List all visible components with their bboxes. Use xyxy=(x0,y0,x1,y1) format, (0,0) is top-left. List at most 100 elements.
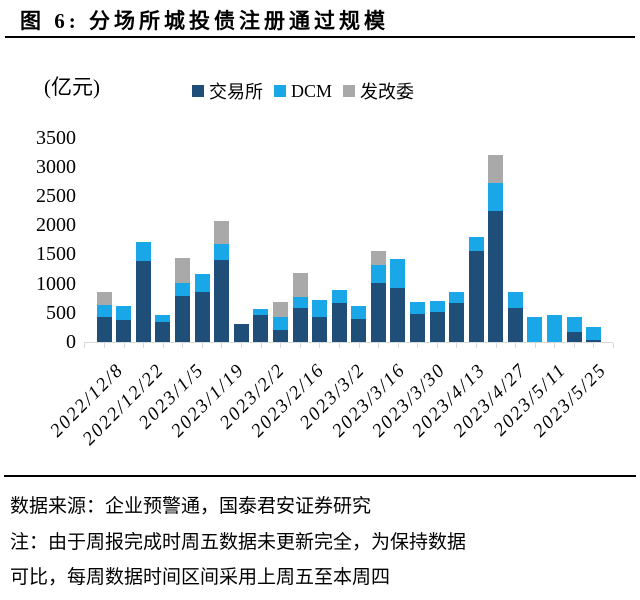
y-axis-label: 0 xyxy=(66,331,76,353)
bar-segment xyxy=(586,326,602,340)
bar-segment xyxy=(96,292,112,305)
bar-segment xyxy=(370,251,386,265)
bar-segment xyxy=(292,297,308,309)
bar-segment xyxy=(214,259,230,342)
bar-segment xyxy=(253,309,269,316)
bar-segment xyxy=(449,303,465,342)
bar-segment xyxy=(586,339,602,342)
bar-segment xyxy=(351,305,367,319)
x-axis-tick xyxy=(534,343,536,348)
bar-segment xyxy=(272,317,288,330)
x-axis-tick xyxy=(573,343,575,348)
bar-segment xyxy=(507,292,523,309)
bar-segment xyxy=(312,317,328,342)
bar-segment xyxy=(390,288,406,342)
x-axis-tick xyxy=(319,343,321,348)
bar-segment xyxy=(547,315,563,342)
bar-segment xyxy=(312,299,328,318)
x-axis-tick xyxy=(299,343,301,348)
x-axis-tick xyxy=(182,343,184,348)
x-axis-tick xyxy=(436,343,438,348)
bar-segment xyxy=(527,317,543,342)
bar-segment xyxy=(409,302,425,314)
bar-segment xyxy=(409,313,425,342)
x-axis-tick xyxy=(84,343,86,348)
x-axis-tick xyxy=(515,343,517,348)
legend-swatch-exchange xyxy=(192,85,204,97)
bar-segment xyxy=(194,273,210,292)
legend-label-ndrc: 发改委 xyxy=(360,82,415,102)
footer-note-line2: 可比，每周数据时间区间采用上周五至本周四 xyxy=(10,567,391,588)
x-axis-tick xyxy=(143,343,145,348)
bar-segment xyxy=(135,261,151,342)
bar-segment xyxy=(449,292,465,304)
x-axis-tick xyxy=(280,343,282,348)
x-axis-tick xyxy=(476,343,477,348)
x-axis-tick xyxy=(358,343,360,348)
bar-segment xyxy=(488,182,504,211)
bar-segment xyxy=(390,258,406,289)
bar-segment xyxy=(194,291,210,342)
bar-segment xyxy=(488,210,504,342)
x-axis-tick xyxy=(201,343,203,348)
bar-segment xyxy=(331,303,347,342)
bar-segment xyxy=(253,315,269,342)
y-axis-label: 2000 xyxy=(36,214,76,237)
y-axis-label: 3500 xyxy=(36,126,76,149)
legend-swatch-dcm xyxy=(274,85,286,97)
bar-segment xyxy=(116,306,132,321)
x-axis-tick xyxy=(103,343,105,348)
bar-segment xyxy=(175,282,191,297)
x-axis-tick xyxy=(495,343,497,348)
y-axis-label: 500 xyxy=(46,301,76,324)
y-axis-label: 1500 xyxy=(36,243,76,266)
bar-segment xyxy=(468,251,484,342)
x-axis-tick xyxy=(123,343,125,348)
bar-segment xyxy=(233,324,249,342)
legend-item-exchange: 交易所 xyxy=(192,78,263,104)
bar-segment xyxy=(488,154,504,183)
bar-segment xyxy=(135,242,151,262)
y-axis-label: 2500 xyxy=(36,185,76,207)
footer-note-line1: 注：由于周报完成时周五数据未更新完全，为保持数据 xyxy=(10,532,467,553)
bar-segment xyxy=(96,317,112,342)
x-axis-tick xyxy=(378,343,380,348)
bar-segment xyxy=(468,237,484,252)
figure-title: 图 6: 分场所城投债注册通过规模 xyxy=(20,9,389,33)
x-axis-tick xyxy=(554,343,556,348)
bar-segment xyxy=(370,283,386,342)
bar-segment xyxy=(331,290,347,304)
y-axis-unit-label: (亿元) xyxy=(44,75,100,99)
legend-swatch-ndrc xyxy=(343,85,356,97)
bar-segment xyxy=(566,317,582,332)
legend-item-dcm: DCM xyxy=(274,81,332,102)
x-axis-tick xyxy=(260,343,262,348)
x-axis-tick xyxy=(162,343,164,348)
title-rule xyxy=(5,36,635,38)
footer-source: 数据来源：企业预警通，国泰君安证券研究 xyxy=(10,496,372,517)
bar-segment xyxy=(429,311,445,342)
bar-segment xyxy=(155,314,171,322)
x-axis-tick xyxy=(221,343,223,348)
y-axis-label: 3000 xyxy=(36,155,76,178)
bar-segment xyxy=(292,308,308,342)
bar-segment xyxy=(272,301,288,318)
bar-segment xyxy=(175,258,191,283)
x-axis-tick xyxy=(397,343,399,348)
bar-segment xyxy=(370,264,386,283)
legend-label-exchange: 交易所 xyxy=(209,82,263,102)
x-axis-tick xyxy=(613,343,615,348)
x-axis-tick xyxy=(593,343,595,348)
x-axis-tick xyxy=(456,343,458,348)
bar-segment xyxy=(214,221,230,244)
bar-segment xyxy=(272,329,288,342)
legend-label-dcm: DCM xyxy=(291,80,333,101)
bar-segment xyxy=(155,321,171,342)
bar-segment xyxy=(292,272,308,298)
y-axis-label: 1000 xyxy=(36,272,76,295)
x-axis-tick xyxy=(338,343,340,348)
bar-segment xyxy=(96,304,112,318)
x-axis-tick xyxy=(417,343,419,348)
bar-segment xyxy=(351,318,367,342)
bar-segment xyxy=(507,308,523,342)
